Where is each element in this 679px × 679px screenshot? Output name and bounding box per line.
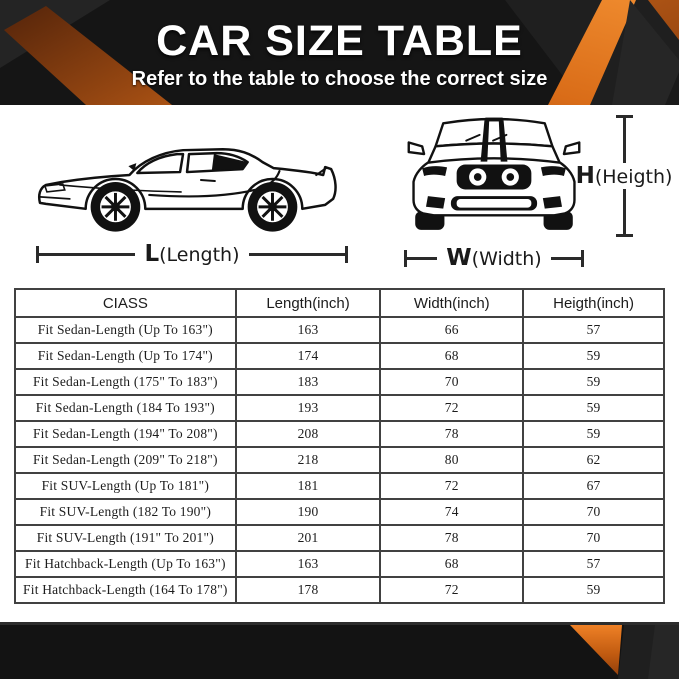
- length-cell: 183: [234, 368, 382, 396]
- height-cell: 59: [522, 576, 665, 604]
- class-cell: Fit SUV-Length (191" To 201"): [14, 524, 237, 552]
- width-dimension: W(Width): [404, 245, 584, 271]
- length-cell: 174: [234, 342, 382, 370]
- length-cell: 201: [234, 524, 382, 552]
- height-cell: 70: [522, 524, 665, 552]
- width-cell: 74: [379, 498, 525, 526]
- car-dimension-diagram: L(Length) W(Width): [0, 105, 679, 288]
- width-cell: 70: [379, 368, 525, 396]
- dimension-line: [622, 118, 626, 163]
- rear-wheel: [247, 181, 298, 232]
- banner-accent-stripe: [570, 625, 622, 675]
- table-row: Fit SUV-Length (Up To 181") 181 72 67: [14, 472, 665, 500]
- height-cell: 70: [522, 498, 665, 526]
- height-cell: 67: [522, 472, 665, 500]
- length-cell: 193: [234, 394, 382, 422]
- table-row: Fit Hatchback-Length (Up To 163") 163 68 57: [14, 550, 665, 578]
- dimension-line: [622, 189, 626, 234]
- table-row: Fit Sedan-Length (Up To 163") 163 66 57: [14, 316, 665, 344]
- height-label: H(Heigth): [575, 163, 673, 189]
- column-header-length: Length(inch): [234, 288, 382, 318]
- height-cell: 59: [522, 368, 665, 396]
- height-dimension: H(Heigth): [576, 115, 672, 237]
- car-front-view-icon: [407, 117, 581, 230]
- table-row: Fit Hatchback-Length (164 To 178") 178 72 5…: [14, 576, 665, 604]
- width-cell: 78: [379, 420, 525, 448]
- width-label: W(Width): [446, 245, 542, 271]
- length-dimension: L(Length): [36, 241, 348, 267]
- length-cell: 218: [234, 446, 382, 474]
- class-cell: Fit Sedan-Length (Up To 163"): [14, 316, 237, 344]
- table-row: Fit SUV-Length (191" To 201") 201 78 70: [14, 524, 665, 552]
- width-cell: 72: [379, 576, 525, 604]
- width-cell: 72: [379, 394, 525, 422]
- dimension-line: [39, 252, 136, 256]
- car-size-table: CIASS Length(inch) Width(inch) Heigth(in…: [14, 288, 665, 604]
- dimension-cap: [404, 249, 407, 267]
- width-cell: 78: [379, 524, 525, 552]
- front-wheel: [90, 181, 141, 232]
- dimension-cap: [345, 245, 348, 263]
- table-row: Fit SUV-Length (182 To 190") 190 74 70: [14, 498, 665, 526]
- footer-banner: [0, 622, 679, 679]
- width-cell: 68: [379, 342, 525, 370]
- dimension-cap: [615, 115, 633, 118]
- width-cell: 80: [379, 446, 525, 474]
- dimension-line: [248, 252, 345, 256]
- length-cell: 163: [234, 316, 382, 344]
- class-cell: Fit Sedan-Length (209" To 218"): [14, 446, 237, 474]
- header-banner: CAR SIZE TABLE Refer to the table to cho…: [0, 0, 679, 105]
- page-title: CAR SIZE TABLE: [156, 17, 523, 65]
- table-row: Fit Sedan-Length (175" To 183") 183 70 59: [14, 368, 665, 396]
- column-header-height: Heigth(inch): [522, 288, 665, 318]
- page-subtitle: Refer to the table to choose the correct…: [131, 68, 548, 90]
- banner-corner-shape: [618, 625, 679, 679]
- car-side-view-icon: [37, 147, 337, 232]
- column-header-class: CIASS: [14, 288, 237, 318]
- dimension-cap: [615, 234, 633, 237]
- height-cell: 59: [522, 394, 665, 422]
- table-row: Fit Sedan-Length (194" To 208") 208 78 59: [14, 420, 665, 448]
- banner-corner-shape: [648, 625, 679, 679]
- height-cell: 57: [522, 550, 665, 578]
- length-cell: 208: [234, 420, 382, 448]
- height-cell: 59: [522, 342, 665, 370]
- width-cell: 66: [379, 316, 525, 344]
- class-cell: Fit Sedan-Length (194" To 208"): [14, 420, 237, 448]
- table-header-row: CIASS Length(inch) Width(inch) Heigth(in…: [14, 288, 665, 318]
- dimension-line: [550, 256, 581, 260]
- table-row: Fit Sedan-Length (Up To 174") 174 68 59: [14, 342, 665, 370]
- size-table-section: CIASS Length(inch) Width(inch) Heigth(in…: [14, 288, 665, 604]
- class-cell: Fit Hatchback-Length (164 To 178"): [14, 576, 237, 604]
- length-cell: 178: [234, 576, 382, 604]
- class-cell: Fit Sedan-Length (Up To 174"): [14, 342, 237, 370]
- length-label: L(Length): [144, 241, 240, 267]
- table-row: Fit Sedan-Length (209" To 218") 218 80 62: [14, 446, 665, 474]
- class-cell: Fit SUV-Length (Up To 181"): [14, 472, 237, 500]
- width-cell: 72: [379, 472, 525, 500]
- height-cell: 57: [522, 316, 665, 344]
- class-cell: Fit Hatchback-Length (Up To 163"): [14, 550, 237, 578]
- column-header-width: Width(inch): [379, 288, 525, 318]
- length-cell: 190: [234, 498, 382, 526]
- height-cell: 62: [522, 446, 665, 474]
- class-cell: Fit Sedan-Length (184 To 193"): [14, 394, 237, 422]
- table-row: Fit Sedan-Length (184 To 193") 193 72 59: [14, 394, 665, 422]
- length-cell: 181: [234, 472, 382, 500]
- dimension-line: [407, 256, 438, 260]
- dimension-cap: [36, 245, 39, 263]
- class-cell: Fit SUV-Length (182 To 190"): [14, 498, 237, 526]
- height-cell: 59: [522, 420, 665, 448]
- size-table-body: Fit Sedan-Length (Up To 163") 163 66 57 Fit …: [14, 316, 665, 604]
- class-cell: Fit Sedan-Length (175" To 183"): [14, 368, 237, 396]
- width-cell: 68: [379, 550, 525, 578]
- dimension-cap: [581, 249, 584, 267]
- length-cell: 163: [234, 550, 382, 578]
